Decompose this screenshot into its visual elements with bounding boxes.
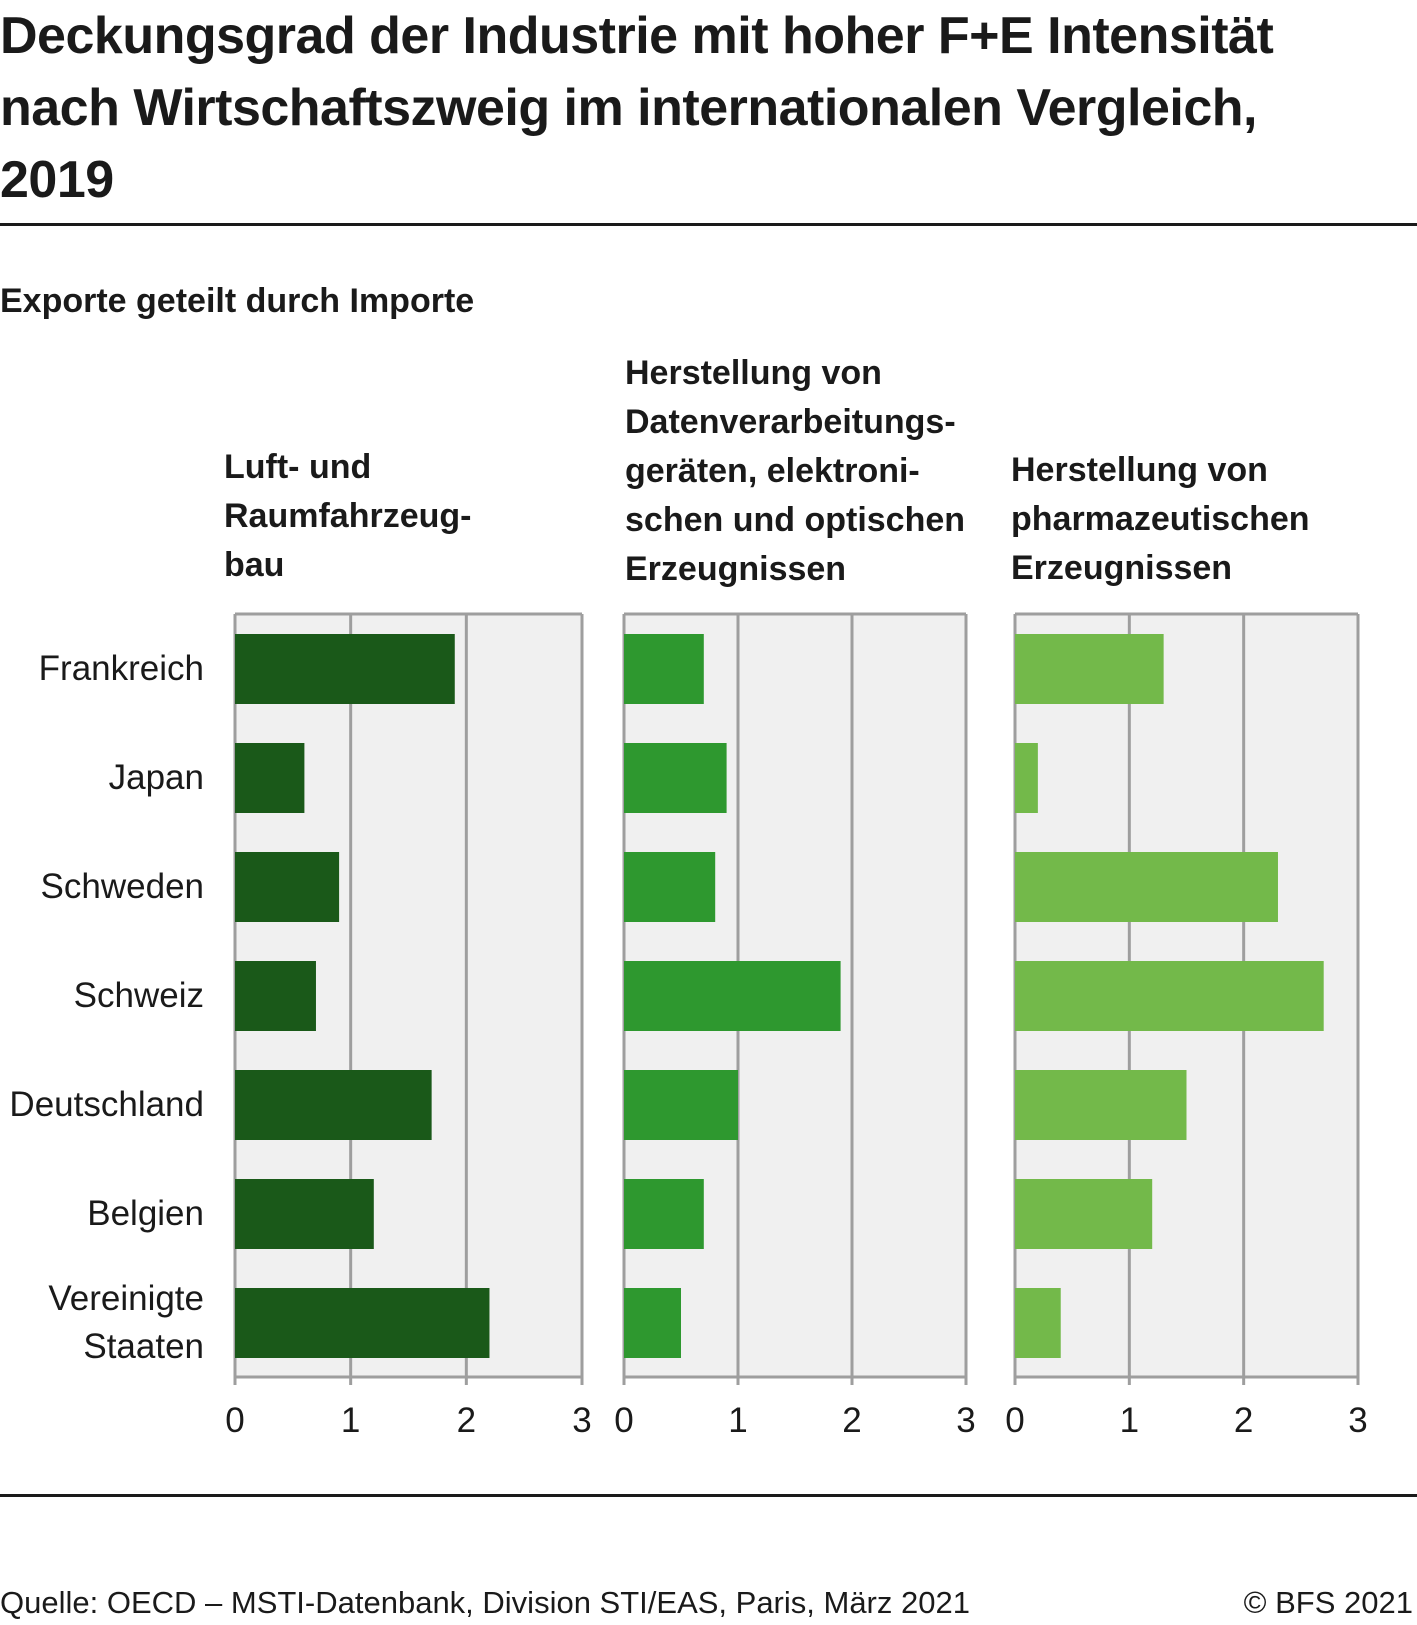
panel-title-line: bau (224, 546, 285, 584)
x-tick-label: 2 (842, 1401, 861, 1440)
bar (1015, 852, 1278, 922)
x-tick-label: 2 (1234, 1401, 1253, 1440)
bar (235, 634, 455, 704)
x-tick-label: 3 (1348, 1401, 1367, 1440)
panel-title-electronics: Herstellung von Datenverarbeitungs- gerä… (625, 349, 965, 594)
bar (624, 743, 727, 813)
footer-divider (0, 1494, 1417, 1497)
panel-title-line: pharmazeutischen (1011, 500, 1310, 538)
x-tick-label: 1 (1120, 1401, 1139, 1440)
panel-title-line: Datenverarbeitungs- (625, 403, 956, 441)
panel-title-line: Herstellung von (1011, 451, 1268, 489)
bar (624, 1070, 738, 1140)
category-label: Vereinigte Staaten (48, 1275, 204, 1371)
bar (1015, 1179, 1153, 1249)
bar (1015, 1070, 1187, 1140)
bar (1015, 743, 1038, 813)
panel-title-line: Luft- und (224, 448, 372, 486)
panel-title-line: Erzeugnissen (625, 550, 847, 588)
panel-title-line: schen und optischen (625, 501, 966, 539)
chart-title: Deckungsgrad der Industrie mit hoher F+E… (0, 0, 1400, 216)
category-label: Schweiz (74, 972, 204, 1020)
bar (624, 634, 704, 704)
chart-subtitle: Exporte geteilt durch Importe (0, 282, 475, 320)
bar (624, 852, 716, 922)
x-tick-label: 0 (1005, 1401, 1024, 1440)
x-tick-label: 3 (572, 1401, 591, 1440)
chart-title-line: Deckungsgrad der Industrie mit hoher F+E… (0, 7, 1274, 65)
category-label-line: Vereinigte (48, 1279, 204, 1318)
category-label: Japan (109, 754, 204, 802)
x-tick-label: 1 (341, 1401, 360, 1440)
category-label-line: Schweden (40, 867, 204, 906)
bar (235, 1288, 490, 1358)
category-label-line: Japan (108, 758, 204, 797)
panel-title-aerospace: Luft- und Raumfahrzeug- bau (224, 443, 471, 590)
x-tick-label: 3 (956, 1401, 975, 1440)
bar (624, 961, 841, 1031)
category-label-line: Staaten (83, 1327, 204, 1366)
chart-title-line: nach Wirtschaftszweig im internationalen… (0, 79, 1258, 137)
panel-title-line: Herstellung von (625, 354, 882, 392)
bar (1015, 1288, 1061, 1358)
bar (1015, 961, 1324, 1031)
category-label-line: Deutschland (9, 1085, 204, 1124)
bar (235, 852, 340, 922)
category-label: Schweden (41, 863, 204, 911)
panel-title-line: Raumfahrzeug- (224, 497, 472, 535)
bar (1015, 634, 1164, 704)
category-label: Deutschland (9, 1081, 204, 1129)
bar (624, 1179, 704, 1249)
source-note: Quelle: OECD – MSTI-Datenbank, Division … (0, 1585, 970, 1620)
panel-title-line: Erzeugnissen (1011, 549, 1233, 587)
x-tick-label: 0 (225, 1401, 244, 1440)
x-tick-label: 1 (728, 1401, 747, 1440)
bar (235, 1070, 432, 1140)
category-label: Belgien (87, 1190, 204, 1238)
bar (235, 961, 316, 1031)
category-label-line: Schweiz (73, 976, 204, 1015)
bar (235, 1179, 374, 1249)
panel-title-pharma: Herstellung von pharmazeutischen Erzeugn… (1011, 446, 1310, 593)
bar (624, 1288, 681, 1358)
x-tick-label: 0 (614, 1401, 633, 1440)
copyright-note: © BFS 2021 (1243, 1585, 1413, 1620)
category-label-line: Frankreich (38, 649, 204, 688)
category-label-line: Belgien (87, 1194, 204, 1233)
panel-title-line: geräten, elektroni- (625, 452, 920, 490)
x-tick-label: 2 (457, 1401, 476, 1440)
title-divider (0, 223, 1417, 226)
chart-title-line: 2019 (0, 151, 114, 209)
bar (235, 743, 305, 813)
category-label: Frankreich (39, 645, 204, 693)
